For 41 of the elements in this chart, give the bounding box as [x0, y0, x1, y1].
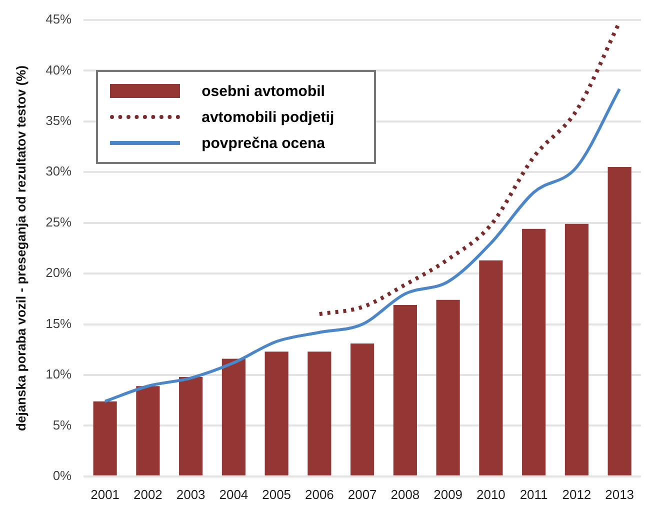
x-tick-label: 2008	[390, 486, 420, 502]
x-tick-label: 2001	[90, 486, 120, 502]
x-tick-label: 2010	[476, 486, 506, 502]
bar	[479, 260, 503, 476]
x-tick-label: 2005	[262, 486, 292, 502]
y-axis-title: dejanska poraba vozil - preseganja od rezultatov testov (%)	[13, 65, 28, 431]
bar	[608, 167, 632, 476]
bar	[179, 377, 203, 476]
y-tick-label: 0%	[52, 468, 72, 483]
bar	[564, 224, 588, 476]
legend-label: avtomobili podjetij	[202, 108, 334, 126]
x-tick-label: 2002	[133, 486, 162, 502]
x-tick-label: 2009	[434, 486, 463, 502]
bar	[308, 352, 332, 476]
y-tick-label: 40%	[46, 62, 72, 78]
line-series	[104, 87, 622, 403]
legend-label: osebni avtomobil	[202, 82, 325, 100]
y-tick-label: 25%	[46, 214, 72, 230]
x-tick-label: 2006	[304, 486, 334, 502]
x-tick-label: 2003	[176, 486, 206, 502]
y-tick-label: 15%	[46, 316, 72, 331]
y-tick-label: 35%	[46, 113, 72, 128]
x-tick-label: 2007	[348, 486, 377, 502]
y-tick-label: 30%	[46, 164, 72, 179]
bar	[136, 386, 160, 476]
bar	[393, 304, 417, 476]
y-tick-label: 10%	[46, 366, 72, 382]
x-tick-label: 2011	[520, 486, 548, 502]
bar	[93, 401, 117, 476]
bar	[522, 228, 546, 476]
y-tick-label: 20%	[46, 265, 72, 280]
bar	[436, 300, 460, 476]
x-tick-label: 2013	[605, 486, 634, 502]
x-tick-label: 2012	[562, 486, 592, 502]
legend-label: povprečna ocena	[202, 134, 325, 152]
y-tick-label: 5%	[52, 417, 72, 432]
x-tick-label: 2004	[219, 486, 248, 502]
bar	[264, 352, 288, 476]
bar	[222, 358, 246, 476]
bar	[350, 344, 374, 476]
y-tick-label: 45%	[46, 12, 72, 27]
